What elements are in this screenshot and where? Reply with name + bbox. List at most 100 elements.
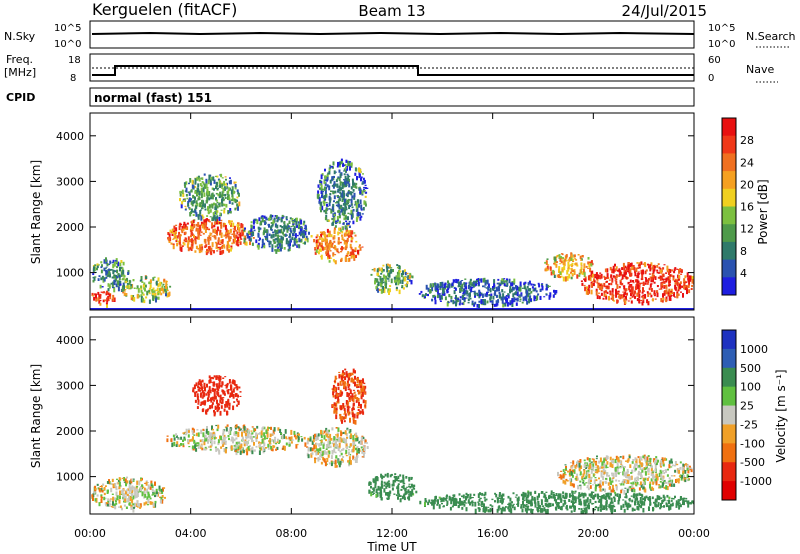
heatmap-cell <box>336 183 339 188</box>
heatmap-cell <box>108 502 111 507</box>
heatmap-cell <box>322 450 325 455</box>
heatmap-cell <box>289 238 292 243</box>
heatmap-cell <box>349 389 352 395</box>
heatmap-cell <box>608 296 610 301</box>
heatmap-cell <box>355 400 358 403</box>
heatmap-cell <box>141 291 144 295</box>
heatmap-cell <box>465 297 468 299</box>
heatmap-cell <box>572 500 575 502</box>
heatmap-cell <box>198 225 201 229</box>
heatmap-cell <box>485 287 488 289</box>
heatmap-cell <box>392 484 395 487</box>
heatmap-cell <box>263 442 266 447</box>
heatmap-cell <box>212 383 215 387</box>
heatmap-cell <box>346 173 349 176</box>
heatmap-cell <box>195 212 198 217</box>
heatmap-cell <box>519 296 522 298</box>
heatmap-cell <box>360 385 362 389</box>
heatmap-cell <box>380 288 383 294</box>
heatmap-cell <box>218 375 221 380</box>
heatmap-cell <box>334 183 337 187</box>
heatmap-cell <box>340 181 343 184</box>
heatmap-cell <box>251 242 254 246</box>
heatmap-cell <box>583 272 586 277</box>
heatmap-cell <box>219 375 222 381</box>
heatmap-cell <box>606 505 609 507</box>
heatmap-cell <box>637 289 640 294</box>
heatmap-cell <box>497 506 500 511</box>
heatmap-cell <box>127 271 130 275</box>
heatmap-cell <box>686 285 689 291</box>
heatmap-cell <box>160 488 163 492</box>
heatmap-cell <box>326 429 329 434</box>
heatmap-cell <box>364 187 367 190</box>
heatmap-cell <box>385 284 387 289</box>
heatmap-cell <box>113 274 116 276</box>
heatmap-cell <box>340 187 342 191</box>
heatmap-cell <box>317 195 320 197</box>
heatmap-cell <box>187 441 190 445</box>
heatmap-cell <box>178 234 181 239</box>
heatmap-cell <box>124 289 127 291</box>
heatmap-cell <box>331 190 334 192</box>
heatmap-cell <box>651 266 654 270</box>
heatmap-cell <box>227 398 230 403</box>
heatmap-cell <box>220 173 223 178</box>
heatmap-cell <box>133 506 135 509</box>
heatmap-cell <box>208 399 211 402</box>
heatmap-cell <box>613 496 615 499</box>
heatmap-cell <box>338 207 341 210</box>
heatmap-cell <box>339 450 342 453</box>
heatmap-cell <box>314 450 317 453</box>
heatmap-cell <box>614 280 617 282</box>
heatmap-cell <box>122 492 125 497</box>
heatmap-cell <box>103 277 106 280</box>
heatmap-cell <box>323 186 326 191</box>
heatmap-cell <box>107 274 110 277</box>
heatmap-cell <box>215 192 218 195</box>
heatmap-cell <box>660 497 663 500</box>
heatmap-cell <box>213 399 216 402</box>
heatmap-cell <box>266 428 269 432</box>
heatmap-cell <box>113 279 116 285</box>
nsky-tick-top: 10^5 <box>54 23 81 34</box>
heatmap-cell <box>129 480 132 485</box>
heatmap-cell <box>513 506 516 511</box>
heatmap-cell <box>608 504 611 509</box>
heatmap-cell <box>355 203 358 209</box>
heatmap-cell <box>345 226 348 230</box>
heatmap-cell <box>116 478 118 480</box>
heatmap-cell <box>350 256 353 259</box>
heatmap-cell <box>226 186 229 189</box>
cpid-frame <box>89 87 695 107</box>
heatmap-cell <box>315 442 318 446</box>
heatmap-cell <box>319 447 322 451</box>
heatmap-cell <box>277 234 280 240</box>
heatmap-cell <box>354 444 357 447</box>
heatmap-cell <box>320 451 323 456</box>
heatmap-cell <box>612 275 615 278</box>
heatmap-cell <box>99 486 102 487</box>
heatmap-cell <box>607 277 610 279</box>
heatmap-cell <box>311 440 314 445</box>
heatmap-cell <box>548 294 551 300</box>
heatmap-cell <box>102 483 105 486</box>
heatmap-cell <box>175 433 178 437</box>
heatmap-cell <box>580 259 583 261</box>
heatmap-cell <box>511 501 513 504</box>
heatmap-cell <box>310 453 313 458</box>
heatmap-cell <box>685 500 687 502</box>
heatmap-cell <box>157 283 160 288</box>
heatmap-cell <box>363 200 366 205</box>
heatmap-cell <box>343 420 346 423</box>
heatmap-cell <box>243 427 246 431</box>
heatmap-cell <box>180 223 182 226</box>
heatmap-cell <box>283 227 286 232</box>
heatmap-cell <box>341 189 344 192</box>
heatmap-cell <box>330 463 333 467</box>
heatmap-cell <box>453 290 456 295</box>
heatmap-cell <box>349 453 352 456</box>
heatmap-cell <box>149 501 152 505</box>
heatmap-cell <box>304 442 307 447</box>
